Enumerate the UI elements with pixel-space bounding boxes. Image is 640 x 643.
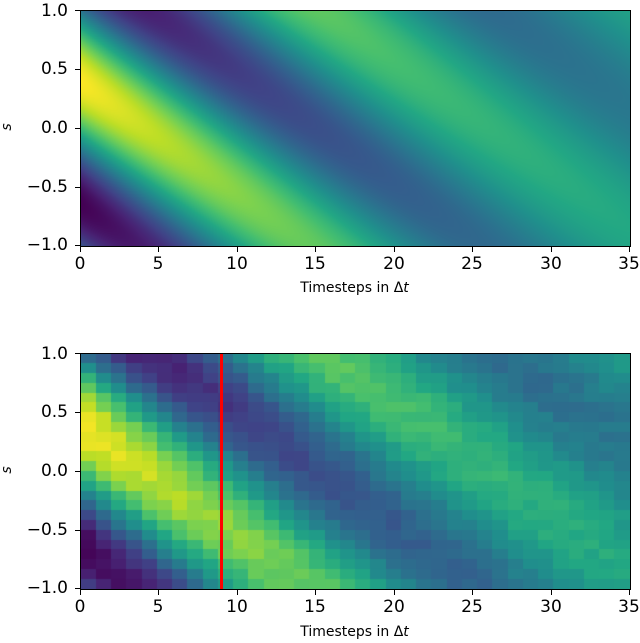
top-ytick-label: 1.0 bbox=[40, 1, 68, 21]
bottom-ytick-label: −1.0 bbox=[26, 578, 68, 598]
top-xtick-label: 30 bbox=[540, 254, 562, 274]
top-xtick-mark bbox=[551, 247, 552, 252]
bottom-xtick-mark bbox=[472, 590, 473, 595]
bottom-xtick-label: 25 bbox=[461, 597, 483, 617]
bottom-xtick-label: 35 bbox=[618, 597, 640, 617]
timestep-marker-line bbox=[220, 354, 224, 589]
bottom-ytick-mark bbox=[75, 471, 80, 472]
top-ytick-label: 0.5 bbox=[40, 59, 68, 79]
top-ytick-mark bbox=[75, 187, 80, 188]
top-xtick-label: 25 bbox=[461, 254, 483, 274]
top-ytick-mark bbox=[75, 128, 80, 129]
bottom-ytick-mark bbox=[75, 353, 80, 354]
top-xtick-label: 0 bbox=[74, 254, 86, 274]
top-ytick-mark bbox=[75, 69, 80, 70]
bottom-xtick-mark bbox=[394, 590, 395, 595]
top-xtick-label: 15 bbox=[304, 254, 326, 274]
bottom-heatmap-canvas bbox=[81, 354, 630, 589]
top-xtick-mark bbox=[80, 247, 81, 252]
top-xtick-label: 35 bbox=[618, 254, 640, 274]
top-heatmap-plot-area bbox=[80, 10, 631, 247]
top-xtick-mark bbox=[158, 247, 159, 252]
bottom-xtick-label: 10 bbox=[226, 597, 248, 617]
top-xtick-mark bbox=[394, 247, 395, 252]
bottom-xtick-label: 30 bbox=[540, 597, 562, 617]
bottom-ytick-mark bbox=[75, 588, 80, 589]
bottom-xtick-label: 15 bbox=[304, 597, 326, 617]
top-xtick-label: 10 bbox=[226, 254, 248, 274]
bottom-xtick-label: 20 bbox=[383, 597, 405, 617]
top-xtick-label: 20 bbox=[383, 254, 405, 274]
bottom-xtick-mark bbox=[629, 590, 630, 595]
bottom-ytick-mark bbox=[75, 412, 80, 413]
top-xtick-mark bbox=[472, 247, 473, 252]
bottom-ytick-mark bbox=[75, 530, 80, 531]
top-heatmap-canvas bbox=[81, 11, 630, 246]
top-xtick-mark bbox=[629, 247, 630, 252]
top-ytick-label: −1.0 bbox=[26, 235, 68, 255]
top-xtick-mark bbox=[237, 247, 238, 252]
bottom-xtick-label: 5 bbox=[152, 597, 164, 617]
top-xtick-mark bbox=[315, 247, 316, 252]
top-heatmap-panel: s 1.0 0.5 0.0 −0.5 −1.0 0 5 10 15 20 25 … bbox=[0, 0, 640, 310]
top-ytick-label: −0.5 bbox=[26, 177, 68, 197]
top-ytick-label: 0.0 bbox=[40, 118, 68, 138]
bottom-xtick-mark bbox=[551, 590, 552, 595]
bottom-xtick-mark bbox=[158, 590, 159, 595]
bottom-ytick-label: 1.0 bbox=[40, 344, 68, 364]
bottom-x-axis-label: Timesteps in Δt bbox=[300, 624, 409, 640]
top-x-axis-label: Timesteps in Δt bbox=[300, 280, 409, 296]
bottom-heatmap-plot-area bbox=[80, 353, 631, 590]
bottom-xtick-label: 0 bbox=[74, 597, 86, 617]
bottom-ytick-label: 0.5 bbox=[40, 402, 68, 422]
bottom-xtick-mark bbox=[315, 590, 316, 595]
top-ytick-mark bbox=[75, 245, 80, 246]
top-ytick-mark bbox=[75, 10, 80, 11]
bottom-xtick-mark bbox=[237, 590, 238, 595]
bottom-ytick-label: 0.0 bbox=[40, 461, 68, 481]
bottom-ytick-label: −0.5 bbox=[26, 520, 68, 540]
top-xtick-label: 5 bbox=[152, 254, 164, 274]
bottom-xtick-mark bbox=[80, 590, 81, 595]
